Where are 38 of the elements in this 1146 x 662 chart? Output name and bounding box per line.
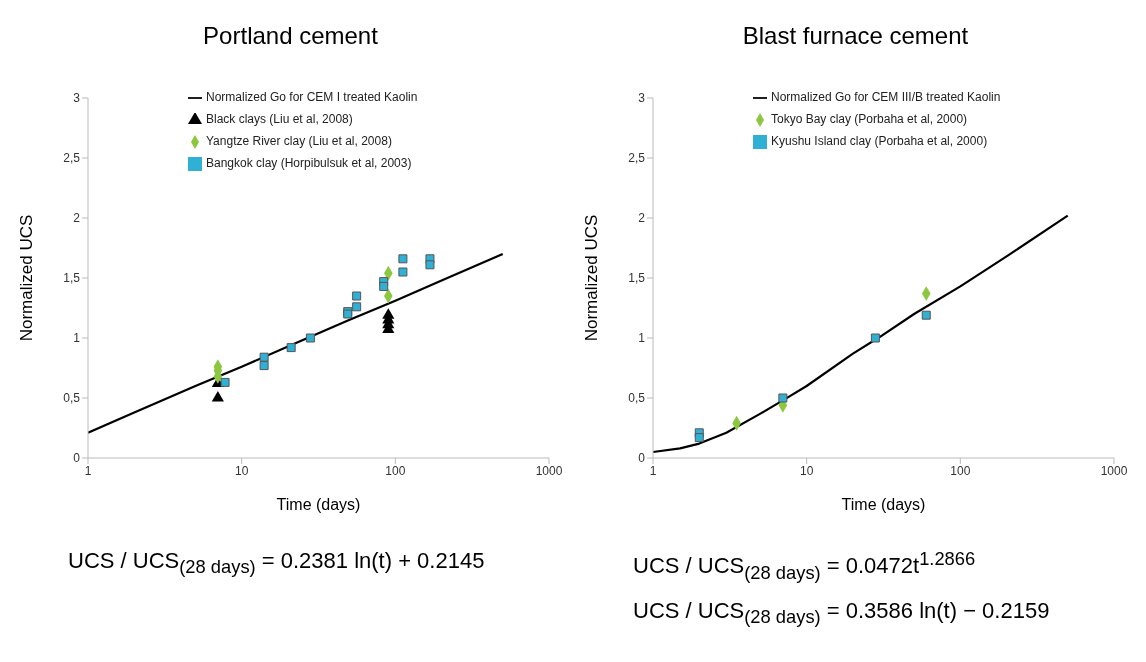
y-tick-label: 2,5 [63, 151, 81, 166]
text: UCS / UCS$_{(28 days)}$ = 0.3586 ln(t) − 0.2159 [633, 597, 1051, 629]
y-tick-label: 3 [73, 91, 81, 106]
x-tick-label: 1 [84, 463, 92, 478]
y-tick-label: 1,5 [628, 271, 646, 286]
legend-label: Kyushu Island clay (Porbaha et al, 2000) [771, 134, 988, 148]
legend-label: Tokyo Bay clay (Porbaha et al, 2000) [771, 112, 968, 126]
x-tick-label: 100 [385, 463, 406, 478]
text: UCS / UCS$_{(28 days)}$ = 0.2381 ln(t) + 0.2145 [68, 548, 486, 579]
y-tick-label: 0 [638, 451, 646, 466]
x-tick-label: 10 [234, 463, 249, 478]
legend-label: Yangtze River clay (Liu et al, 2008) [206, 134, 392, 148]
y-tick-label: 3 [638, 91, 646, 106]
y-axis-title: Normalized UCS [582, 214, 602, 342]
chart-title: Portland cement [202, 21, 379, 51]
y-tick-label: 2,5 [628, 151, 646, 166]
y-tick-label: 0 [73, 451, 81, 466]
legend-label: Black clays (Liu et al, 2008) [206, 112, 353, 126]
legend-label: Bangkok clay (Horpibulsuk et al, 2003) [206, 156, 412, 170]
x-axis-title: Time (days) [276, 496, 361, 513]
x-tick-label: 1 [649, 463, 657, 478]
chart-title: Blast furnace cement [741, 21, 970, 51]
text: UCS / UCS$_{(28 days)}$ = 0.0472t$^{1.2866}$ [633, 548, 977, 584]
y-tick-label: 1,5 [63, 271, 81, 286]
y-tick-label: 0,5 [63, 391, 81, 406]
y-tick-label: 0,5 [628, 391, 646, 406]
legend-label: Normalized Go for CEM I treated Kaolin [206, 90, 418, 104]
y-tick-label: 2 [73, 211, 81, 226]
legend-label: Normalized Go for CEM III/B treated Kaolin [771, 90, 1001, 104]
y-tick-label: 2 [638, 211, 646, 226]
x-tick-label: 100 [950, 463, 971, 478]
x-tick-label: 1000 [535, 463, 563, 478]
y-axis-title: Normalized UCS [17, 214, 37, 342]
x-tick-label: 10 [799, 463, 814, 478]
y-tick-label: 1 [73, 331, 81, 346]
y-tick-label: 1 [638, 331, 646, 346]
x-tick-label: 1000 [1100, 463, 1128, 478]
x-axis-title: Time (days) [841, 496, 926, 513]
